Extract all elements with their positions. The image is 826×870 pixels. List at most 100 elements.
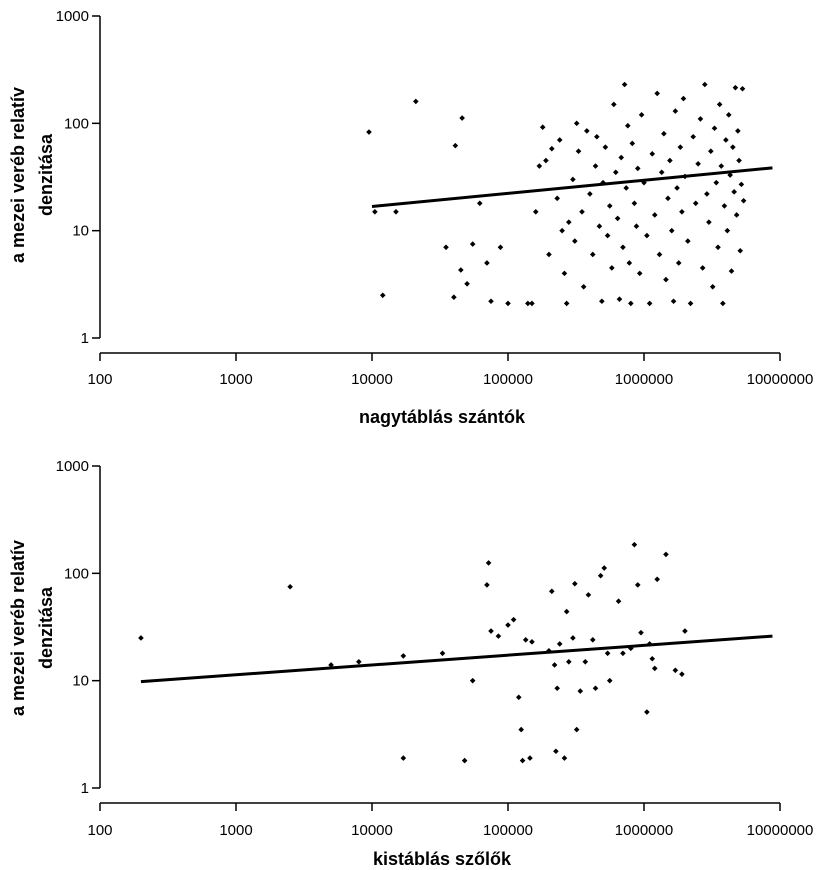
data-point [620,650,626,657]
data-point [646,300,653,307]
data-point [539,124,546,131]
data-point [461,757,468,764]
data-point [737,247,744,254]
data-point [675,260,682,266]
data-point [536,163,543,169]
data-point [656,251,663,258]
data-point [587,191,593,197]
data-point [706,219,712,225]
data-point [638,112,645,118]
data-point [561,270,568,277]
data-point [563,608,570,615]
data-point [546,251,552,258]
data-point [615,598,622,605]
data-point [497,244,504,251]
data-point [697,116,704,122]
data-point [529,300,535,307]
data-point [644,709,650,715]
x-tick-label-top: 100 [87,371,112,388]
x-tick-label-top: 1000000 [615,371,673,388]
data-point [484,260,490,266]
data-point [626,260,633,266]
data-point [589,637,596,643]
data-point [702,81,708,88]
data-point [649,151,656,157]
data-point [573,726,580,733]
data-point [731,189,737,195]
data-point [476,200,483,207]
data-point [554,685,560,692]
data-point [654,576,660,583]
data-point [328,662,334,668]
y-tick-label-top: 10 [72,223,89,240]
data-point [677,144,684,150]
data-point [736,157,742,164]
data-point [400,653,407,659]
data-point [484,582,490,588]
data-point [631,541,638,548]
data-point [663,551,669,558]
data-point [687,300,694,307]
data-point [543,157,549,164]
data-point [651,212,658,218]
data-point [600,179,606,186]
x-tick-label-bottom: 100 [87,822,112,839]
data-point [458,267,464,273]
data-point [674,185,680,191]
data-point [708,148,714,155]
data-point [651,665,658,672]
data-point [730,144,736,150]
data-point [529,639,535,645]
data-point [670,298,677,305]
data-point [649,655,656,662]
data-point [495,633,502,639]
data-point [604,232,611,239]
data-point [668,227,675,234]
y-axis-title-top-line2: denzitása [36,133,56,216]
data-point [527,755,533,761]
data-point [563,300,570,307]
data-point [522,637,529,643]
y-tick-label-bottom: 100 [64,565,89,582]
data-point [618,154,625,161]
data-point [724,227,731,234]
data-point [654,90,660,97]
data-point [579,208,585,215]
data-point [644,232,650,239]
data-point [665,195,671,202]
data-point [614,215,621,222]
data-point [592,685,599,692]
trend-line-top [371,166,773,208]
data-point [601,565,608,571]
data-point [549,145,555,152]
data-point [413,98,419,105]
data-point [553,748,559,755]
y-tick-label-bottom: 10 [72,673,89,690]
y-axis-title-bottom-line2: denzitása [36,586,56,669]
data-point [532,208,539,215]
data-point [679,671,685,677]
x-tick-label-bottom: 1000 [219,822,252,839]
data-point [616,296,623,302]
data-point [577,688,584,694]
data-point [661,130,667,137]
y-tick-label-bottom: 1000 [56,458,89,475]
data-point [559,227,565,234]
x-tick-label-bottom: 100000 [483,822,533,839]
data-point [718,163,725,169]
data-point [721,203,728,209]
data-point [633,223,640,230]
data-point [611,101,617,108]
data-point [685,238,691,244]
data-point [606,203,613,209]
data-point [510,616,517,623]
data-point [740,197,747,204]
data-point [589,251,596,258]
x-tick-label-top: 10000000 [747,371,814,388]
data-point [505,300,511,307]
data-point [628,300,634,307]
data-point [594,133,600,140]
data-point [379,292,386,299]
data-point [727,172,733,178]
x-tick-label-bottom: 1000000 [615,822,673,839]
